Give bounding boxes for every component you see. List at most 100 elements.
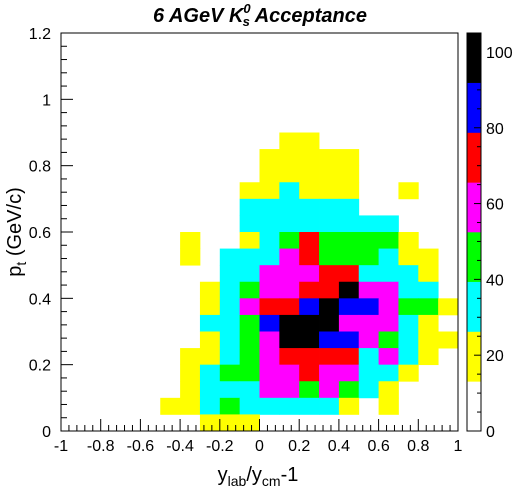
heatmap-cell xyxy=(398,232,419,249)
heatmap-cell xyxy=(259,348,280,366)
y-axis-title-suffix: (GeV/c) xyxy=(4,187,26,261)
heatmap-cell xyxy=(299,232,320,249)
heatmap-cell xyxy=(378,298,399,316)
heatmap-cell xyxy=(358,248,379,266)
color-scale-tick-label: 0 xyxy=(486,424,495,441)
heatmap-cell xyxy=(259,314,280,332)
heatmap-cell xyxy=(259,265,280,283)
heatmap-cell xyxy=(319,298,340,316)
heatmap-cell xyxy=(378,397,399,415)
x-axis-title-mid: /y xyxy=(246,464,262,486)
heatmap-cell xyxy=(398,248,419,266)
x-axis-title-sub2: cm xyxy=(262,473,281,487)
color-scale-tick-label: 20 xyxy=(486,348,504,365)
heatmap-cell xyxy=(279,314,300,332)
heatmap-cell xyxy=(358,331,379,349)
heatmap-cell xyxy=(358,281,379,299)
heatmap-cell xyxy=(279,182,300,200)
chart-title-subscript: s xyxy=(243,14,250,29)
heatmap-cell xyxy=(338,331,360,349)
color-scale-swatch xyxy=(467,331,481,382)
y-axis: 0 0.2 0.4 0.6 0.8 1 1.2 xyxy=(29,26,73,441)
y-tick-label: 0 xyxy=(42,424,51,441)
heatmap-cell xyxy=(199,364,221,382)
x-axis-title-suffix: -1 xyxy=(281,464,299,486)
y-tick-label: 0.6 xyxy=(29,225,51,242)
heatmap-cell xyxy=(319,331,340,349)
heatmap-cell xyxy=(219,298,241,316)
heatmap-cell xyxy=(338,281,360,299)
heatmap-cell xyxy=(279,265,300,283)
heatmap-cell xyxy=(239,397,260,415)
color-scale-swatch xyxy=(467,82,481,133)
heatmap-cell xyxy=(279,215,300,233)
heatmap-cell xyxy=(378,381,399,399)
heatmap-cell xyxy=(199,314,221,332)
x-tick-label: -0.4 xyxy=(166,438,194,455)
heatmap-cell xyxy=(378,331,399,349)
heatmap-cell xyxy=(338,265,360,283)
heatmap-cell xyxy=(299,364,320,382)
heatmap-cell xyxy=(299,331,320,349)
heatmap-cell xyxy=(279,281,300,299)
heatmap-cell xyxy=(279,165,300,183)
heatmap-cell xyxy=(259,215,280,233)
heatmap-cell xyxy=(219,348,241,366)
heatmap-cell xyxy=(239,331,260,349)
x-axis: -1 -0.8 -0.6 -0.4 -0.2 0 0.2 0.4 0.6 0.8 1 xyxy=(54,419,463,455)
heatmap-cell xyxy=(239,198,260,216)
x-tick-label: -0.8 xyxy=(87,438,115,455)
heatmap-cell xyxy=(358,298,379,316)
color-scale-tick-label: 60 xyxy=(486,197,504,214)
color-scale-swatch xyxy=(467,182,481,233)
heatmap-cell xyxy=(358,265,379,283)
heatmap-cell xyxy=(319,149,340,167)
heatmap-cell xyxy=(259,232,280,249)
heatmap-cell xyxy=(199,281,221,299)
heatmap-cell xyxy=(259,298,280,316)
heatmap-cell xyxy=(299,314,320,332)
heatmap-cell xyxy=(180,381,201,399)
heatmap-cell xyxy=(319,364,340,382)
color-scale-swatch xyxy=(467,132,481,183)
heatmap-cell xyxy=(319,182,340,200)
heatmap-cell xyxy=(239,381,260,399)
y-axis-title-base: p xyxy=(4,266,26,277)
heatmap-cell xyxy=(338,397,360,415)
y-tick-label: 1 xyxy=(42,92,51,109)
heatmap-cell xyxy=(398,364,419,382)
heatmap-cell xyxy=(299,182,320,200)
heatmap-cell xyxy=(358,348,379,366)
heatmap-cell xyxy=(378,314,399,332)
heatmap-cell xyxy=(398,314,419,332)
heatmap-cell xyxy=(418,331,439,349)
heatmap-cell xyxy=(319,348,340,366)
heatmap-cell xyxy=(239,364,260,382)
heatmap-cell xyxy=(180,348,201,366)
heatmap-cell xyxy=(299,265,320,283)
heatmap-cell xyxy=(319,248,340,266)
color-scale-swatch xyxy=(467,33,481,83)
heatmap-cell xyxy=(199,348,221,366)
heatmap-cell xyxy=(279,248,300,266)
heatmap-cell xyxy=(338,232,360,249)
heatmap-cells xyxy=(160,132,459,432)
heatmap-cell xyxy=(239,232,260,249)
heatmap-cell xyxy=(418,314,439,332)
heatmap-cell xyxy=(358,381,379,399)
heatmap-cell xyxy=(358,232,379,249)
heatmap-cell xyxy=(199,381,221,399)
heatmap-cell xyxy=(239,248,260,266)
heatmap-cell xyxy=(378,348,399,366)
x-tick-label: -1 xyxy=(54,438,68,455)
heatmap-cell xyxy=(199,414,221,432)
heatmap-cell xyxy=(338,348,360,366)
x-tick-label: -0.6 xyxy=(127,438,155,455)
heatmap-cell xyxy=(219,364,241,382)
heatmap-cell xyxy=(299,381,320,399)
heatmap-cell xyxy=(239,215,260,233)
chart-title: 6 AGeV K0 s Acceptance xyxy=(153,1,367,29)
heatmap-cell xyxy=(279,397,300,415)
chart-title-main: 6 AGeV K xyxy=(153,5,245,27)
